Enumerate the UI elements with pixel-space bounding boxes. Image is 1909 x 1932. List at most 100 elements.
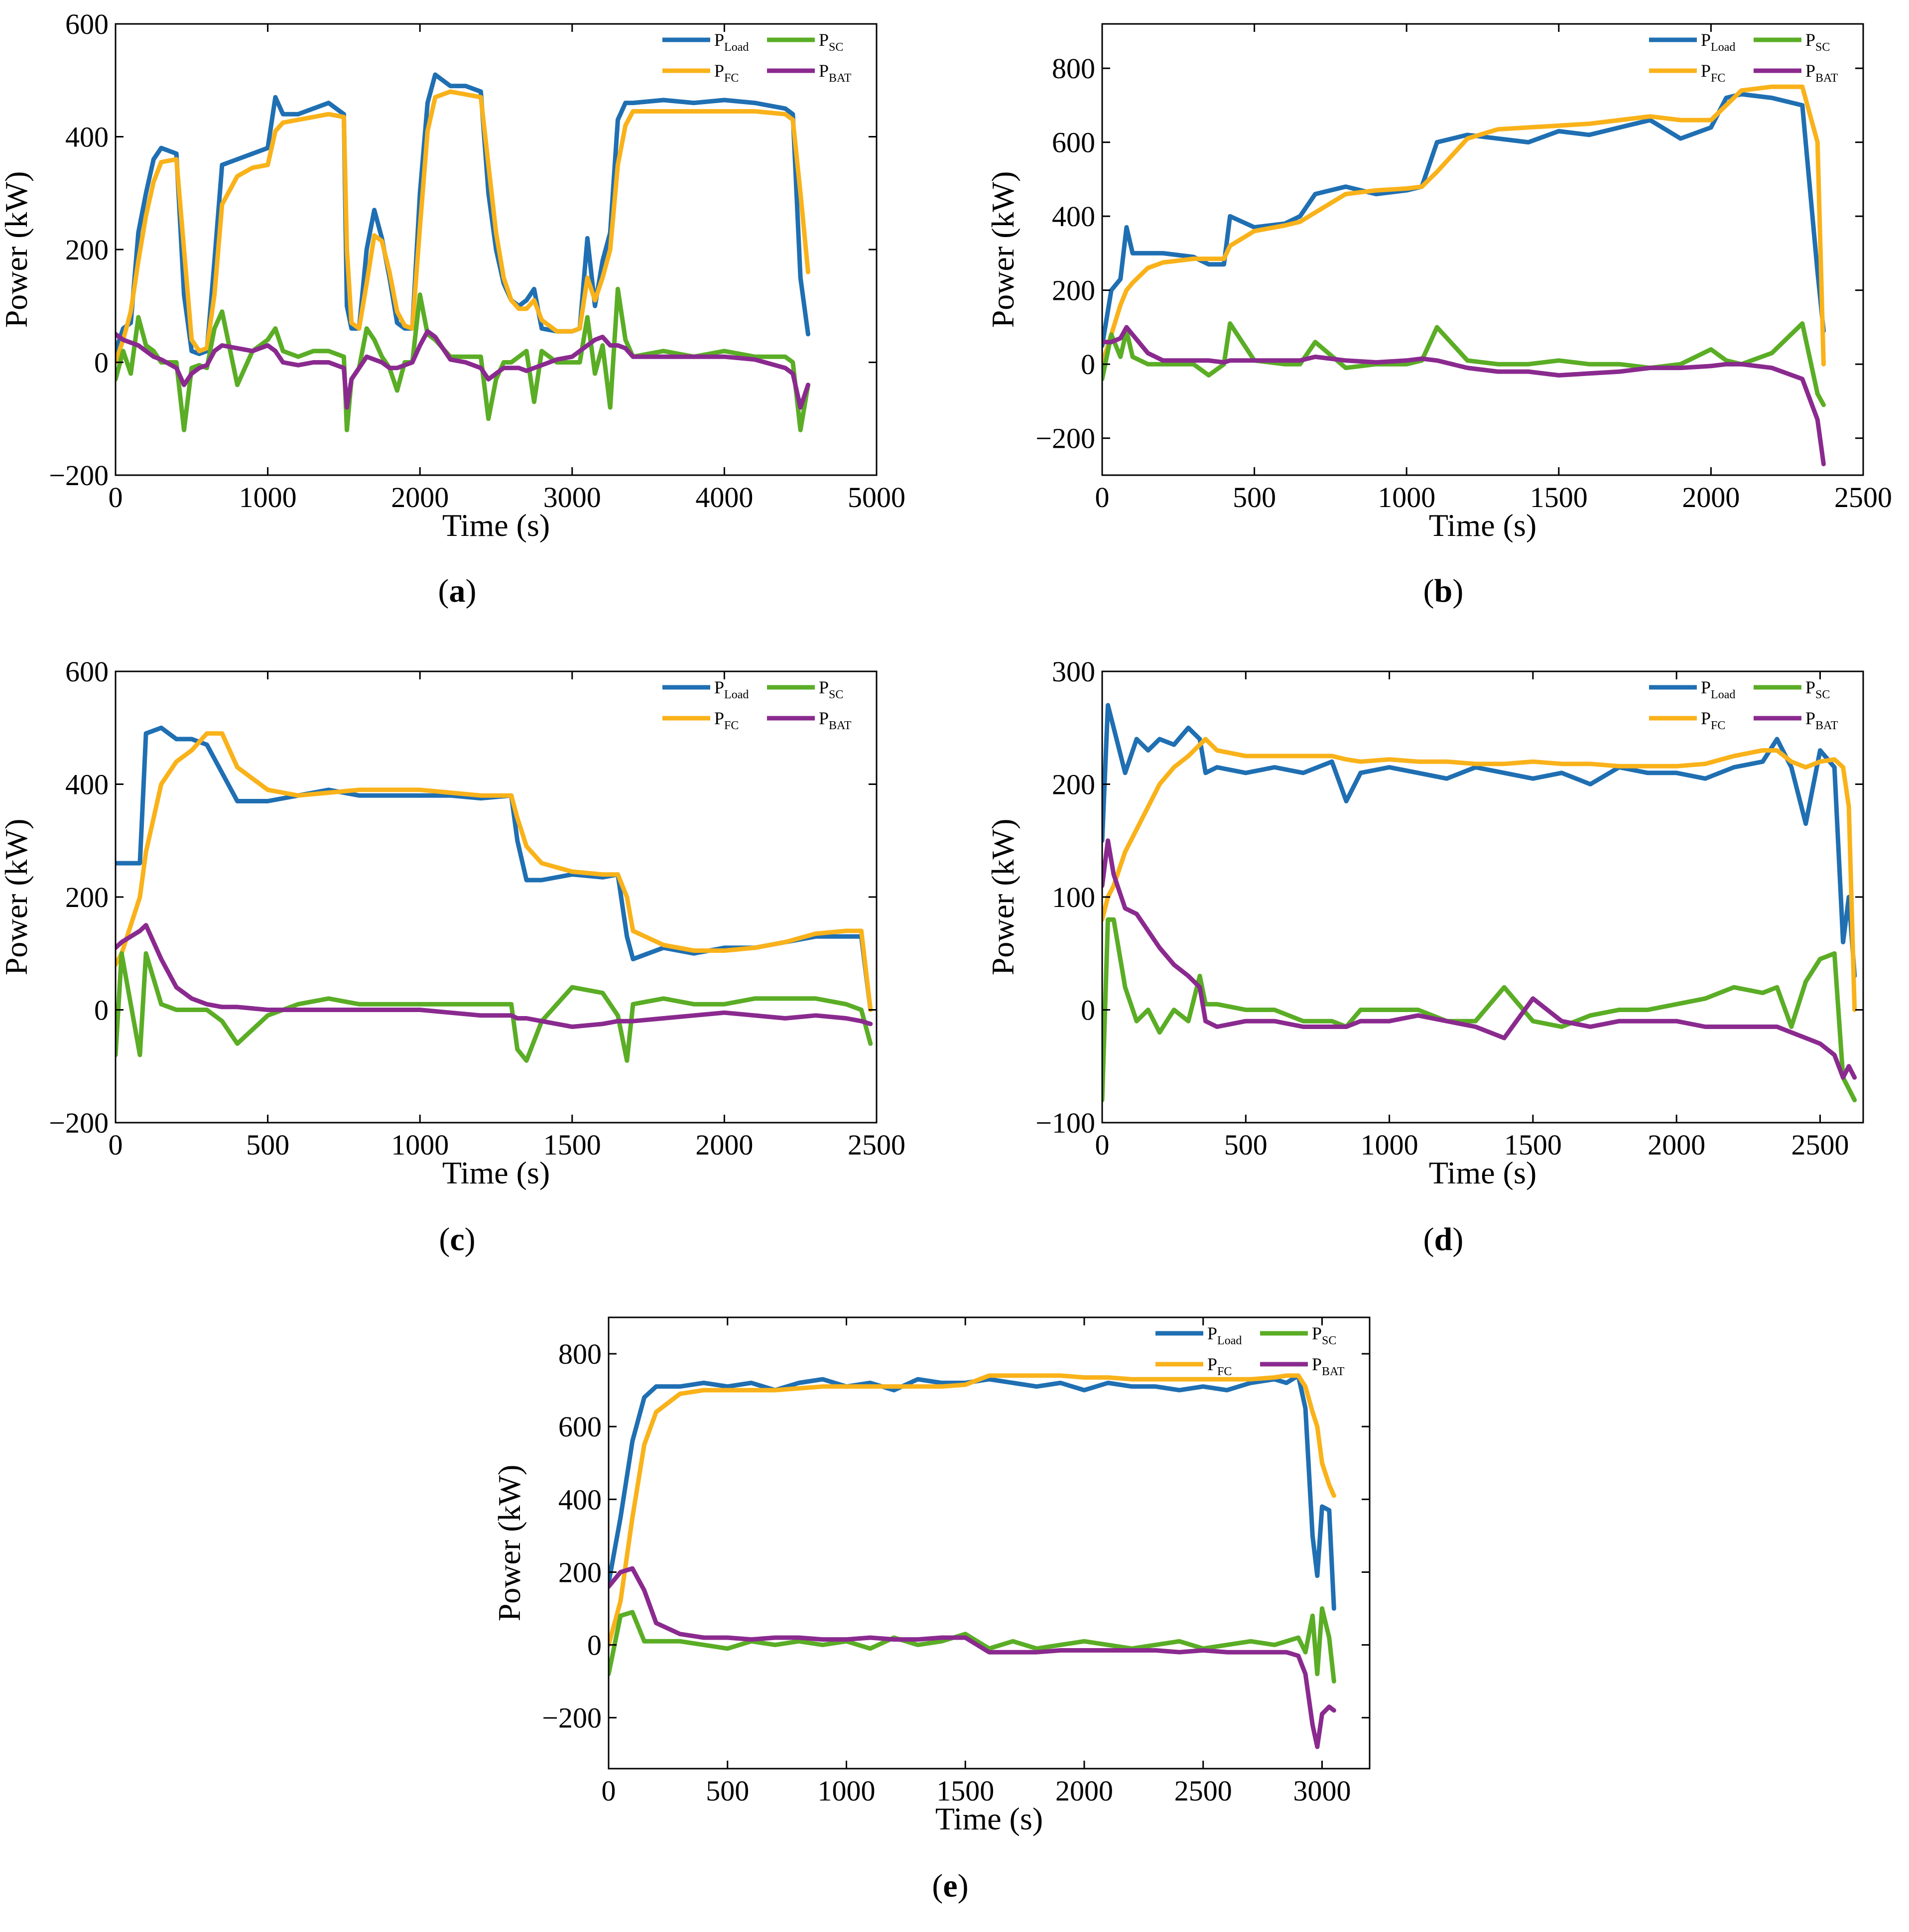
series-p-sc-line xyxy=(116,951,873,1063)
y-tick-label: 300 xyxy=(1052,655,1095,688)
y-tick-label: 400 xyxy=(1052,200,1095,233)
y-tick-label: 200 xyxy=(1052,274,1095,307)
panel-label-e: (e) xyxy=(932,1868,968,1904)
panel-label-c: (c) xyxy=(439,1221,475,1258)
y-tick-label: 400 xyxy=(65,121,109,153)
y-tick-label: −200 xyxy=(1035,422,1095,455)
x-tick-label: 500 xyxy=(1224,1129,1268,1161)
legend-label-p-bat: PBAT xyxy=(1805,708,1838,732)
series-p-load-line xyxy=(116,725,873,1012)
y-tick-label: −100 xyxy=(1035,1107,1095,1139)
x-tick-label: 5000 xyxy=(848,481,905,514)
x-tick-label: 2000 xyxy=(391,481,449,514)
legend-label-p-fc: PFC xyxy=(1701,708,1725,732)
series-p-bat-line xyxy=(116,329,810,410)
x-tick-label: 0 xyxy=(109,481,123,514)
x-tick-label: 2000 xyxy=(1648,1129,1705,1161)
x-axis-label: Time (s) xyxy=(935,1801,1043,1836)
x-tick-label: 3000 xyxy=(1293,1775,1351,1807)
series-p-sc-line xyxy=(1102,321,1826,407)
legend-label-p-bat: PBAT xyxy=(1312,1354,1345,1378)
x-axis-label: Time (s) xyxy=(442,1155,550,1190)
y-axis-label: Power (kW) xyxy=(985,819,1020,976)
series-p-fc-line xyxy=(116,731,873,1012)
series-p-bat-line xyxy=(116,923,873,1029)
x-tick-label: 4000 xyxy=(695,481,753,514)
series-p-sc-line xyxy=(609,1606,1336,1684)
series-group xyxy=(116,72,810,432)
series-p-bat-line xyxy=(1102,838,1857,1080)
y-tick-label: −200 xyxy=(49,459,109,492)
panel-label-d: (d) xyxy=(1423,1221,1464,1258)
y-tick-label: 200 xyxy=(558,1556,602,1588)
y-tick-label: 200 xyxy=(1052,769,1095,801)
x-tick-label: 2500 xyxy=(1174,1775,1232,1807)
x-axis-label: Time (s) xyxy=(442,508,550,543)
y-tick-label: 0 xyxy=(94,994,109,1027)
series-p-fc-line xyxy=(1102,84,1826,367)
x-tick-label: 0 xyxy=(109,1129,123,1161)
series-p-sc-line xyxy=(1102,917,1857,1103)
legend-label-p-load: PLoad xyxy=(714,30,749,54)
series-p-fc-line xyxy=(1102,737,1857,1012)
y-tick-label: −200 xyxy=(542,1702,602,1734)
legend-label-p-load: PLoad xyxy=(1207,1323,1242,1347)
x-tick-label: 1000 xyxy=(391,1129,449,1161)
y-tick-label: 600 xyxy=(65,655,109,688)
y-tick-label: 400 xyxy=(65,769,109,801)
y-tick-label: 0 xyxy=(1081,994,1095,1027)
x-tick-label: 1000 xyxy=(239,481,297,514)
x-tick-label: 1500 xyxy=(936,1775,994,1807)
series-group xyxy=(1102,703,1857,1103)
plot-frame xyxy=(608,1316,1371,1770)
panel-label-a: (a) xyxy=(438,573,477,609)
legend-label-p-fc: PFC xyxy=(714,708,739,732)
series-p-fc-line xyxy=(116,89,810,365)
y-tick-label: 0 xyxy=(94,347,109,379)
y-axis-label: Power (kW) xyxy=(985,171,1020,328)
y-tick-label: 100 xyxy=(1052,881,1095,913)
x-tick-label: 1500 xyxy=(1504,1129,1562,1161)
x-tick-label: 0 xyxy=(1095,481,1110,514)
legend: PLoad PSC PFC PBAT xyxy=(1649,30,1838,85)
legend-label-p-sc: PSC xyxy=(1805,677,1830,701)
plot-frame xyxy=(1101,670,1864,1124)
legend-label-p-sc: PSC xyxy=(1312,1323,1336,1347)
y-tick-label: 800 xyxy=(558,1338,602,1370)
series-group xyxy=(1102,84,1826,467)
chart-b: 0 500 1000 1500 2000 2500−2000200400600800Tim… xyxy=(985,23,1892,609)
series-group xyxy=(609,1373,1336,1749)
x-tick-label: 1000 xyxy=(818,1775,876,1807)
legend: PLoad PSC PFC PBAT xyxy=(1155,1323,1345,1378)
x-tick-label: 1500 xyxy=(1530,481,1588,514)
x-tick-label: 500 xyxy=(1233,481,1276,514)
x-tick-label: 2000 xyxy=(1682,481,1740,514)
x-tick-label: 1500 xyxy=(543,1129,601,1161)
y-tick-label: 0 xyxy=(1081,348,1095,381)
x-tick-label: 2000 xyxy=(695,1129,753,1161)
legend-label-p-bat: PBAT xyxy=(819,61,852,85)
legend-label-p-sc: PSC xyxy=(819,30,843,54)
legend-label-p-sc: PSC xyxy=(819,677,843,701)
x-axis-label: Time (s) xyxy=(1429,508,1536,543)
legend: PLoad PSC PFC PBAT xyxy=(662,30,852,85)
legend: PLoad PSC PFC PBAT xyxy=(1649,677,1838,732)
y-tick-label: 200 xyxy=(65,234,109,266)
legend-label-p-load: PLoad xyxy=(1701,677,1735,701)
legend-label-p-load: PLoad xyxy=(714,677,749,701)
y-tick-label: 200 xyxy=(65,881,109,913)
y-axis-label: Power (kW) xyxy=(492,1465,527,1622)
y-tick-label: −200 xyxy=(49,1107,109,1139)
legend-label-p-load: PLoad xyxy=(1701,30,1735,54)
x-tick-label: 2500 xyxy=(848,1129,905,1161)
series-group xyxy=(116,725,873,1063)
series-p-bat-line xyxy=(609,1566,1336,1749)
y-axis-label: Power (kW) xyxy=(0,819,34,976)
x-tick-label: 0 xyxy=(602,1775,616,1807)
series-p-load-line xyxy=(1102,92,1826,348)
chart-e: 0 500 1000 1500 2000 2500 3000 −200 0 200 400 600 80… xyxy=(492,1316,1371,1904)
y-tick-label: 600 xyxy=(65,8,109,40)
x-tick-label: 2500 xyxy=(1791,1129,1849,1161)
legend-label-p-bat: PBAT xyxy=(1805,61,1838,85)
